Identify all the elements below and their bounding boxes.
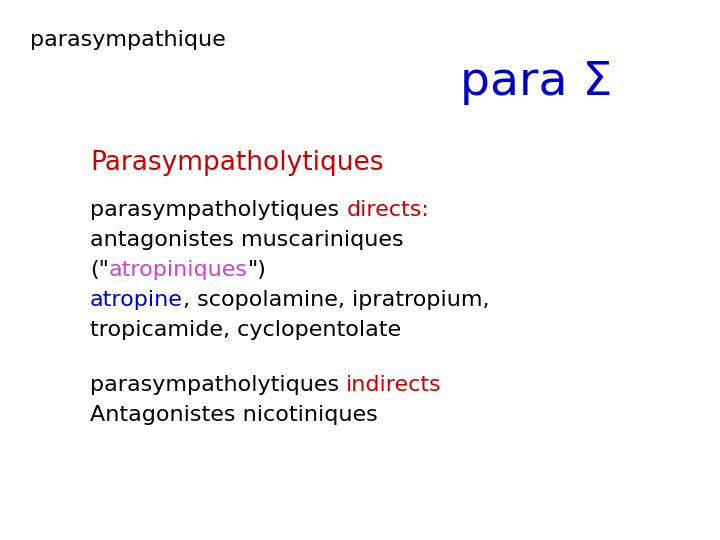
Text: antagonistes muscariniques: antagonistes muscariniques	[90, 230, 404, 250]
Text: , scopolamine, ipratropium,: , scopolamine, ipratropium,	[183, 290, 490, 310]
Text: parasympathique: parasympathique	[30, 30, 226, 50]
Text: indirects: indirects	[346, 375, 442, 395]
Text: atropiniques: atropiniques	[109, 260, 248, 280]
Text: (": ("	[90, 260, 109, 280]
Text: directs:: directs:	[346, 200, 429, 220]
Text: "): ")	[248, 260, 266, 280]
Text: parasympatholytiques: parasympatholytiques	[90, 200, 346, 220]
Text: para Σ: para Σ	[460, 60, 613, 105]
Text: Parasympatholytiques: Parasympatholytiques	[90, 150, 384, 176]
Text: tropicamide, cyclopentolate: tropicamide, cyclopentolate	[90, 320, 401, 340]
Text: Antagonistes nicotiniques: Antagonistes nicotiniques	[90, 405, 378, 425]
Text: parasympatholytiques: parasympatholytiques	[90, 375, 346, 395]
Text: atropine: atropine	[90, 290, 183, 310]
